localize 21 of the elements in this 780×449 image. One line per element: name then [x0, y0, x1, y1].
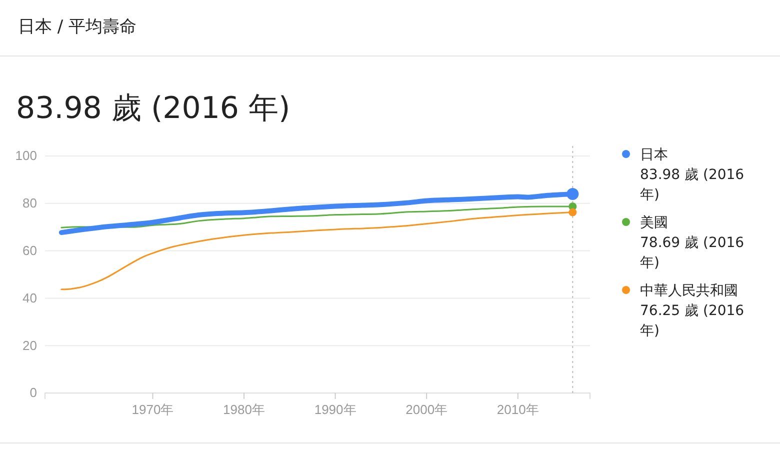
y-tick-label: 0: [30, 385, 37, 400]
legend-label: 中華人民共和國: [640, 283, 738, 299]
y-tick-label: 60: [22, 242, 37, 258]
y-tick-label: 100: [15, 148, 37, 164]
point: [566, 188, 579, 200]
chart-subtitle: 83.98 歲 (2016 年): [16, 91, 290, 126]
y-tick-label: 20: [22, 338, 37, 353]
x-tick-label: 1990年: [314, 402, 356, 418]
point: [568, 208, 577, 216]
legend-label: 日本: [640, 147, 668, 163]
y-tick-label: 40: [22, 290, 37, 306]
x-tick-label: 2010年: [496, 402, 539, 418]
y-tick-label: 80: [22, 196, 37, 211]
text: 78.69 歲 (2016 年): [640, 235, 744, 271]
x-tick-label: 1970年: [132, 402, 174, 418]
x-tick-label: 1980年: [223, 402, 265, 418]
x-tick-label: 2000年: [406, 402, 448, 418]
text: 83.98 歲 (2016 年): [640, 167, 744, 203]
chart-title: 日本 / 平均壽命: [18, 17, 137, 37]
text: 76.25 歲 (2016 年): [640, 303, 744, 339]
legend-label: 美國: [640, 215, 668, 231]
